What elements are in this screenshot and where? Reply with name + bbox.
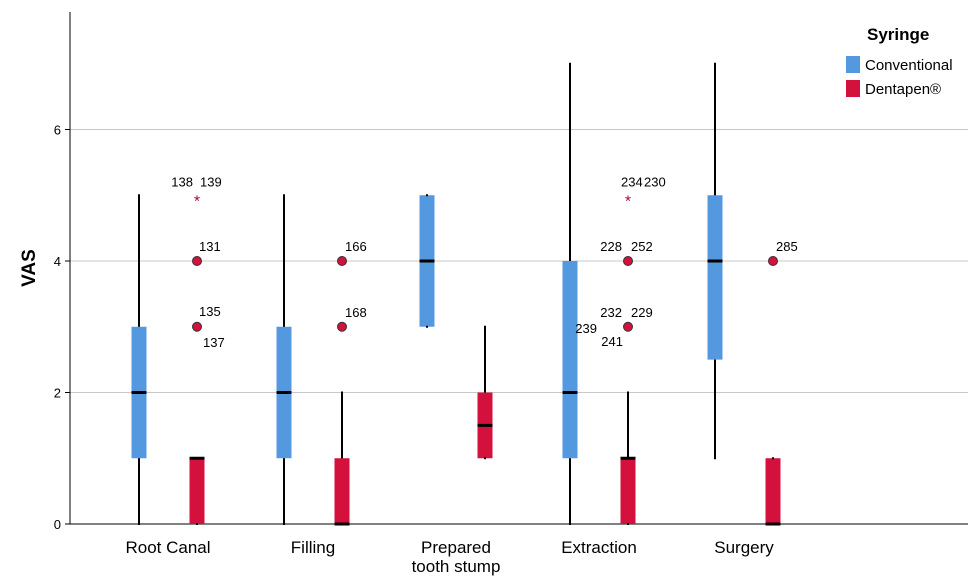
outlier-label: 239 — [575, 321, 597, 336]
outlier-point — [192, 321, 202, 332]
legend: Syringe Conventional Dentapen® — [846, 25, 953, 98]
box — [131, 194, 147, 525]
box — [419, 194, 435, 328]
box-body — [620, 458, 636, 524]
box-body — [765, 458, 781, 524]
legend-entry-label: Conventional — [865, 57, 953, 74]
outlier-label: 166 — [345, 239, 367, 254]
outlier-label: 285 — [776, 239, 798, 254]
legend-entry-label: Dentapen® — [865, 81, 941, 98]
category-label: Filling — [291, 538, 335, 557]
legend-title: Syringe — [867, 25, 929, 44]
outlier-point — [337, 321, 347, 332]
box — [707, 62, 723, 460]
outlier-label: 137 — [203, 335, 225, 350]
box-body — [707, 195, 723, 360]
outlier-label: 139 — [200, 174, 222, 189]
outlier-label: 232 — [600, 305, 622, 320]
gridlines — [70, 129, 968, 525]
x-axis-categories: Root Canal Filling Prepared tooth stump Extr… — [125, 538, 774, 576]
series-conventional — [131, 62, 723, 525]
y-axis-ticks: 0 2 4 6 — [54, 123, 70, 532]
outlier-label: 241 — [601, 334, 623, 349]
box: 285 — [765, 239, 798, 526]
box: 131 135 137 *138 139 — [171, 174, 225, 525]
outlier-label: 230 — [644, 174, 666, 189]
extreme-star-marker: * — [625, 193, 631, 210]
outlier-label: 135 — [199, 304, 221, 319]
extreme-star-marker: * — [194, 193, 200, 210]
legend-swatch — [846, 56, 860, 73]
outlier-point — [623, 321, 633, 332]
legend-swatch — [846, 80, 860, 97]
outlier-label: 131 — [199, 239, 221, 254]
outlier-label: 234 — [621, 174, 643, 189]
box-body — [334, 458, 350, 524]
category-label: Root Canal — [125, 538, 210, 557]
outlier-point — [623, 256, 633, 266]
outlier-point — [768, 256, 778, 266]
outlier-label: 168 — [345, 305, 367, 320]
category-label: Extraction — [561, 538, 637, 557]
y-tick-label: 2 — [54, 386, 61, 401]
box-body — [562, 261, 578, 459]
box — [477, 325, 493, 460]
box-body — [189, 458, 205, 524]
y-axis-label: VAS — [19, 249, 40, 287]
outlier-point — [192, 256, 202, 266]
category-label: Prepared tooth stump — [412, 538, 501, 576]
y-tick-label: 4 — [54, 254, 61, 269]
outlier-label: 138 — [171, 174, 193, 189]
box — [276, 194, 292, 525]
outlier-label: 228 — [600, 239, 622, 254]
y-tick-label: 6 — [54, 123, 61, 138]
category-label: Surgery — [714, 538, 774, 557]
outlier-label: 229 — [631, 305, 653, 320]
box — [562, 62, 578, 525]
box: 166 168 — [334, 239, 367, 526]
outlier-label: 252 — [631, 239, 653, 254]
outlier-point — [337, 256, 347, 266]
y-tick-label: 0 — [54, 517, 61, 532]
